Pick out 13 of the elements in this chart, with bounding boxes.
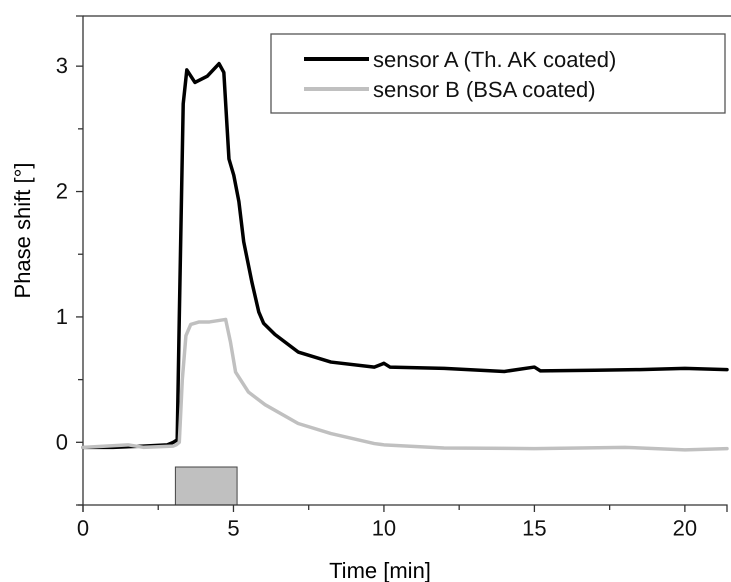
y-tick-label: 1 xyxy=(56,304,68,329)
y-tick-label: 0 xyxy=(56,429,68,454)
x-tick-label: 15 xyxy=(522,516,547,541)
legend-label: sensor A (Th. AK coated) xyxy=(373,47,616,72)
x-tick-label: 0 xyxy=(76,516,90,541)
x-tick-label: 5 xyxy=(227,516,240,541)
y-tick-label: 2 xyxy=(56,178,68,204)
y-axis-title: Phase shift [°] xyxy=(10,162,35,298)
x-tick-label: 20 xyxy=(672,516,698,541)
line-series xyxy=(81,318,729,452)
y-tick-label: 3 xyxy=(56,53,68,78)
legend-label: sensor B (BSA coated) xyxy=(373,77,596,102)
x-tick-label: 10 xyxy=(372,516,396,541)
